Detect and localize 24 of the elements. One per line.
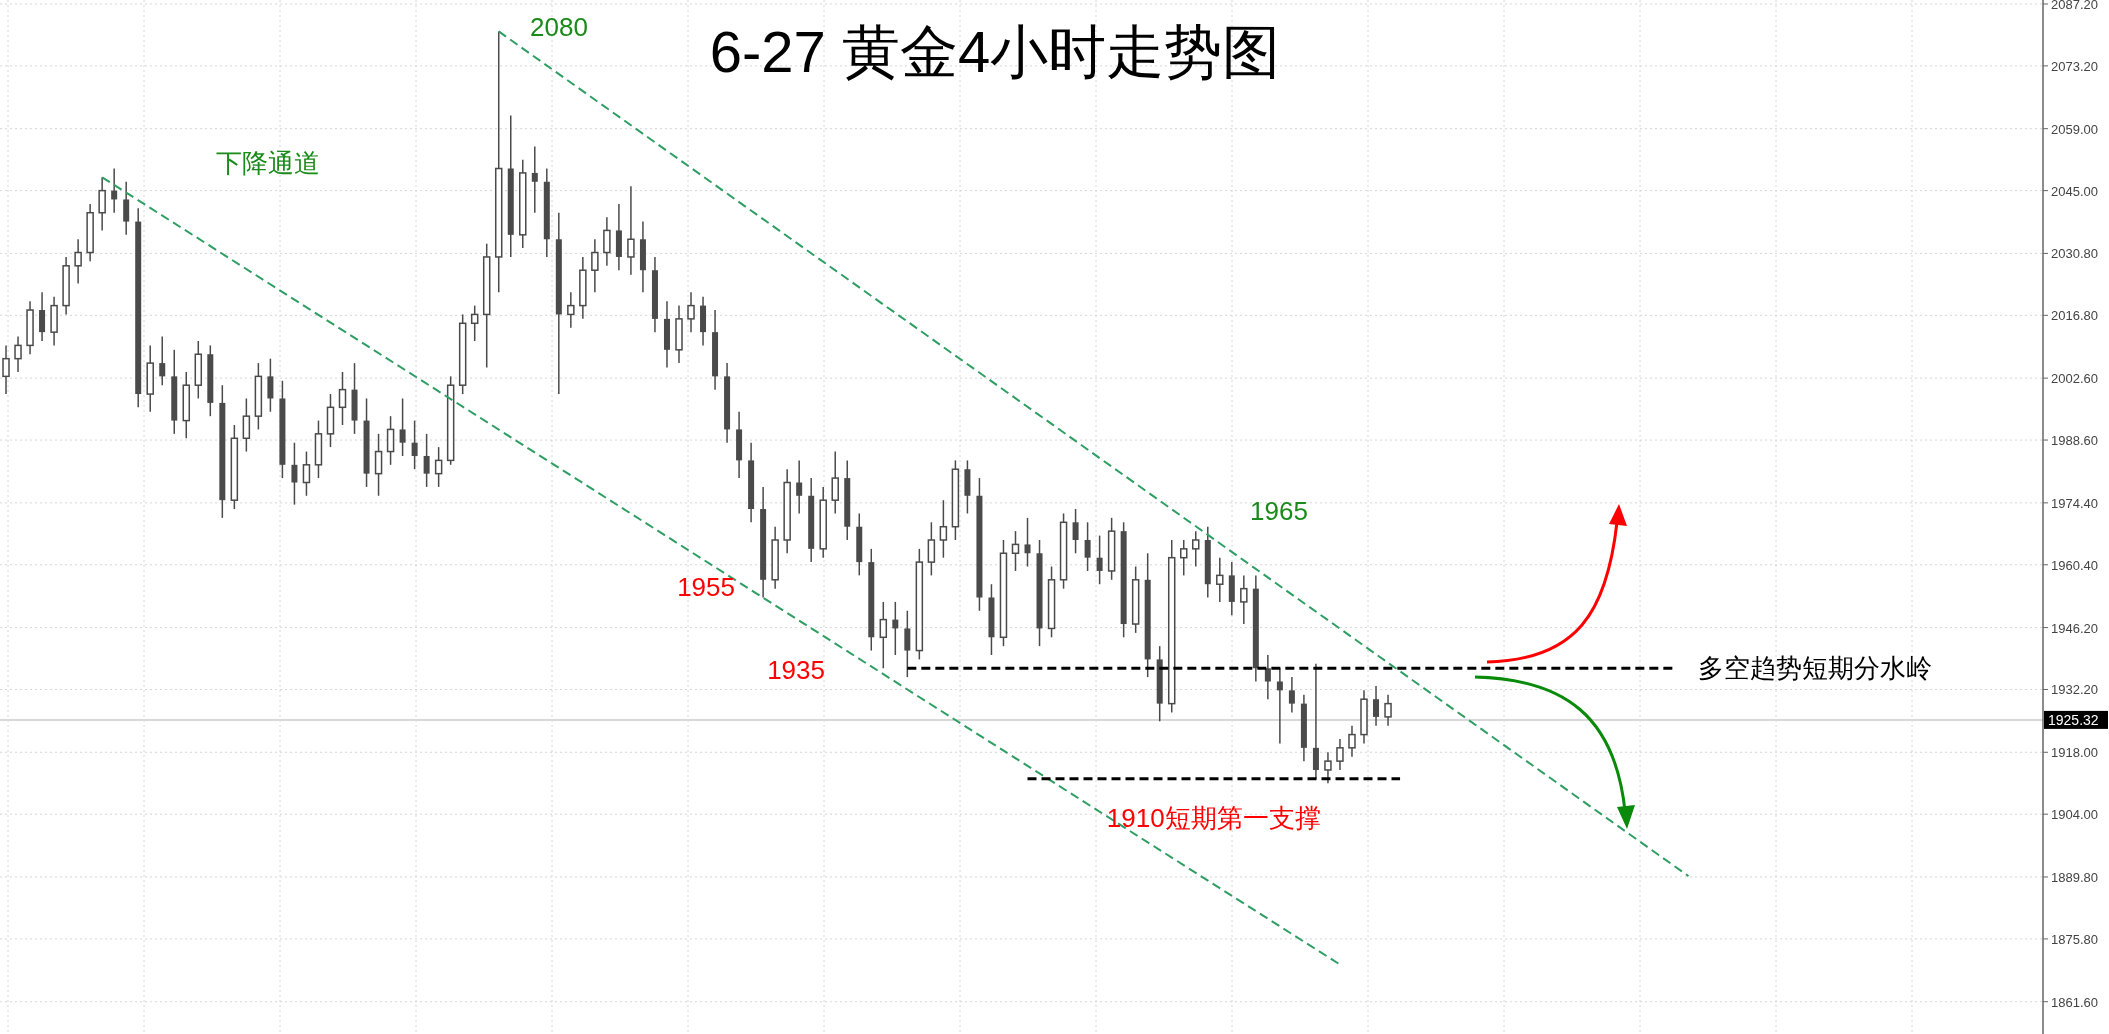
y-tick-label: 1918.00 xyxy=(2051,745,2098,761)
y-tick-label: 2002.60 xyxy=(2051,371,2098,387)
y-tick-label: 2073.20 xyxy=(2051,58,2098,74)
y-tick-label: 1904.00 xyxy=(2051,807,2098,823)
y-tick-label: 2059.00 xyxy=(2051,121,2098,137)
annotation: 下降通道 xyxy=(216,148,320,178)
annotation: 1935 xyxy=(767,655,825,685)
y-tick-label: 1889.80 xyxy=(2051,870,2098,885)
y-tick-label: 1932.20 xyxy=(2051,682,2098,698)
ref-line-label: 1925.32 xyxy=(2048,711,2099,728)
y-tick-label: 1988.60 xyxy=(2051,433,2098,449)
y-tick-label: 2016.80 xyxy=(2051,308,2098,324)
y-tick-label: 2087.20 xyxy=(2051,0,2098,12)
y-tick-label: 1875.80 xyxy=(2051,931,2098,947)
y-tick-label: 1974.40 xyxy=(2051,495,2098,511)
annotation: 1965 xyxy=(1250,496,1308,526)
title: 6-27 黄金4小时走势图 xyxy=(709,19,1281,84)
y-tick-label: 2045.00 xyxy=(2051,183,2098,199)
annotation: 2080 xyxy=(530,12,588,42)
y-tick-label: 2030.80 xyxy=(2051,246,2098,262)
annotation: 1955 xyxy=(677,572,735,602)
y-tick-label: 1861.60 xyxy=(2051,994,2098,1010)
y-tick-label: 1960.40 xyxy=(2051,557,2098,573)
y-tick-label: 1946.20 xyxy=(2051,620,2098,636)
